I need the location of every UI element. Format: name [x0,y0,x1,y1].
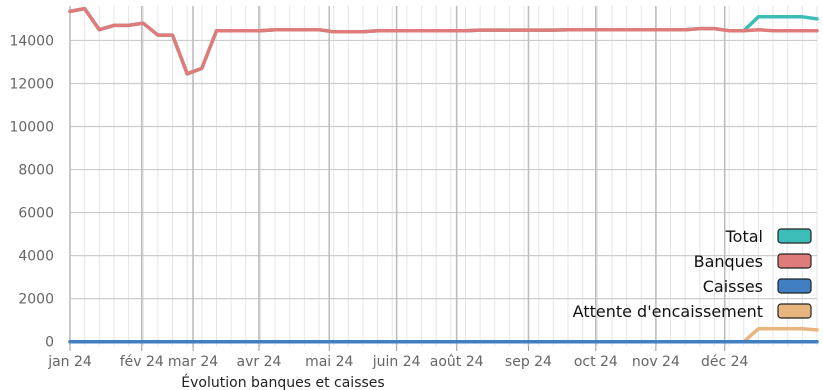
series-lines [68,6,819,344]
x-tick-label: jan 24 [47,354,92,370]
x-axis-label: Évolution banques et caisses [181,374,384,390]
x-tick-label: avr 24 [237,354,282,370]
series-line-1 [68,6,819,76]
y-tick-label: 14000 [9,33,54,49]
x-tick-label: fév 24 [120,354,164,370]
x-tick-label: mai 24 [305,354,353,370]
y-tick-label: 2000 [18,292,54,308]
legend-swatch [777,278,812,294]
legend-label: Attente d'encaissement [573,302,763,321]
y-axis-ticks: 0 2000 4000 6000 8000 10000 12000 14000 [9,33,54,350]
minor-gridlines [69,6,818,346]
x-tick-label: oct 24 [574,354,618,370]
legend-label: Total [725,227,763,246]
x-tick-label: juin 24 [372,354,421,370]
x-tick-label: mar 24 [168,354,218,370]
y-tick-label: 4000 [18,249,54,265]
legend-swatch [777,228,812,244]
legend-label: Banques [694,252,763,271]
legend-swatch [777,303,812,319]
x-tick-label: déc 24 [701,354,749,370]
series-line-3 [68,327,819,344]
y-tick-label: 8000 [18,163,54,179]
x-axis-ticks: jan 24 fév 24 mar 24 avr 24 mai 24 juin 24 aoû… [47,346,749,370]
y-tick-label: 0 [45,335,54,351]
x-tick-label: sep 24 [505,354,552,370]
y-tick-label: 12000 [9,76,54,92]
x-tick-label: août 24 [430,354,484,370]
legend: Total Banques Caisses Attente d'encaissemen… [573,227,812,321]
legend-label: Caisses [703,277,763,296]
y-tick-label: 6000 [18,206,54,222]
legend-swatch [777,253,812,269]
y-tick-label: 10000 [9,120,54,136]
x-tick-label: nov 24 [632,354,680,370]
